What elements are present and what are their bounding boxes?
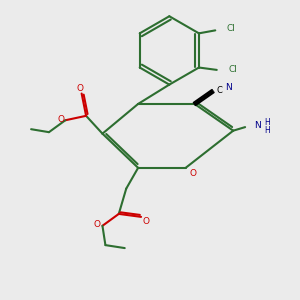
Text: O: O [77,84,84,93]
Text: H: H [264,118,270,127]
Text: N: N [225,83,232,92]
Text: Cl: Cl [228,65,237,74]
Text: H: H [264,126,270,135]
Text: O: O [190,169,196,178]
Text: O: O [57,115,64,124]
Text: O: O [143,217,150,226]
Text: N: N [255,122,261,130]
Text: O: O [94,220,100,229]
Text: C: C [216,86,222,95]
Text: Cl: Cl [226,24,236,33]
